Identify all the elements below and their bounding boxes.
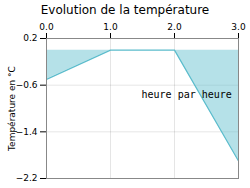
svg-text:−2.2: −2.2 — [16, 173, 38, 183]
svg-text:3.0: 3.0 — [231, 22, 246, 32]
svg-text:−1.4: −1.4 — [16, 127, 38, 137]
svg-text:heure par heure: heure par heure — [142, 89, 232, 100]
svg-text:2.0: 2.0 — [167, 22, 182, 32]
svg-text:Température en °C: Température en °C — [7, 66, 17, 152]
html-text:Evolution de la température: Evolution de la température — [40, 3, 210, 17]
svg-text:−0.6: −0.6 — [16, 80, 38, 90]
svg-text:0.0: 0.0 — [39, 22, 54, 32]
svg-text:0.2: 0.2 — [23, 33, 37, 43]
svg-text:1.0: 1.0 — [103, 22, 118, 32]
